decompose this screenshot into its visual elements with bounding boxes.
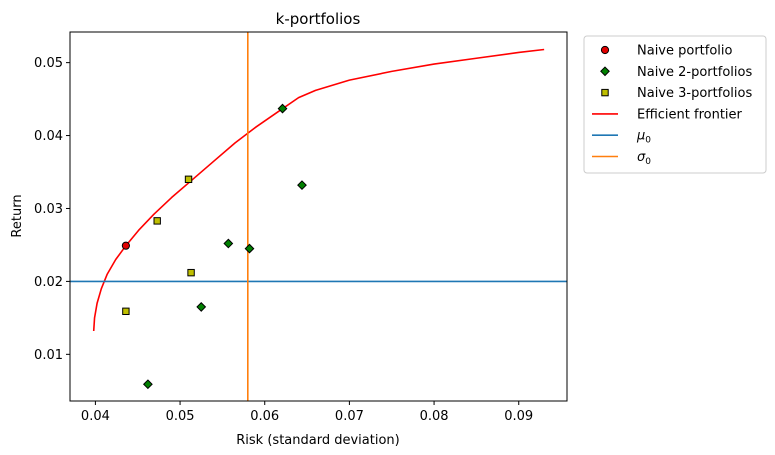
legend-entry-label: Efficient frontier bbox=[637, 107, 743, 122]
x-tick-label: 0.09 bbox=[504, 409, 533, 424]
legend-marker-circle bbox=[600, 45, 610, 55]
legend-marker-square bbox=[601, 88, 609, 97]
x-tick-label: 0.08 bbox=[420, 409, 449, 424]
plot-area bbox=[70, 32, 567, 401]
x-tick-label: 0.05 bbox=[166, 409, 195, 424]
x-tick-label: 0.06 bbox=[250, 409, 279, 424]
x-tick-label: 0.04 bbox=[81, 409, 110, 424]
legend-entry-label: Naive 3-portfolios bbox=[637, 86, 752, 101]
diamond-point bbox=[297, 180, 307, 191]
diamond-point bbox=[223, 238, 234, 249]
y-tick-label: 0.01 bbox=[34, 348, 63, 363]
y-axis-ticks: 0.01 0.02 0.03 0.04 0.05 bbox=[34, 56, 70, 363]
x-axis-ticks: 0.04 0.05 0.06 0.07 0.08 0.09 bbox=[81, 401, 533, 424]
diamond-point bbox=[196, 302, 207, 312]
y-axis-label: Return bbox=[10, 194, 25, 237]
square-point bbox=[153, 217, 161, 225]
diamond-point bbox=[142, 379, 153, 390]
legend-box bbox=[583, 35, 767, 174]
plot-frame bbox=[69, 31, 568, 402]
legend-entry-label: μ0 bbox=[636, 129, 651, 146]
square-point bbox=[122, 307, 130, 316]
chart-title: k-portfolios bbox=[276, 10, 361, 28]
legend-entry-label: Naive 2-portfolios bbox=[637, 65, 752, 80]
y-tick-label: 0.03 bbox=[34, 202, 63, 217]
circle-point bbox=[121, 241, 130, 250]
legend: Naive portfolio Naive 2-portfolios Naive 3… bbox=[583, 35, 767, 174]
square-point bbox=[187, 268, 195, 277]
efficient-frontier-line bbox=[92, 48, 545, 332]
y-tick-label: 0.04 bbox=[34, 129, 63, 144]
legend-marker-diamond bbox=[600, 66, 610, 77]
square-point bbox=[184, 175, 193, 184]
legend-entry-label: σ0 bbox=[637, 150, 651, 167]
y-tick-label: 0.02 bbox=[34, 275, 63, 290]
y-tick-label: 0.05 bbox=[34, 56, 63, 71]
legend-entry-label: Naive portfolio bbox=[637, 44, 733, 59]
x-tick-label: 0.07 bbox=[335, 409, 364, 424]
x-axis-label: Risk (standard deviation) bbox=[236, 433, 399, 448]
diamond-point bbox=[277, 103, 288, 114]
diamond-point bbox=[244, 243, 255, 254]
